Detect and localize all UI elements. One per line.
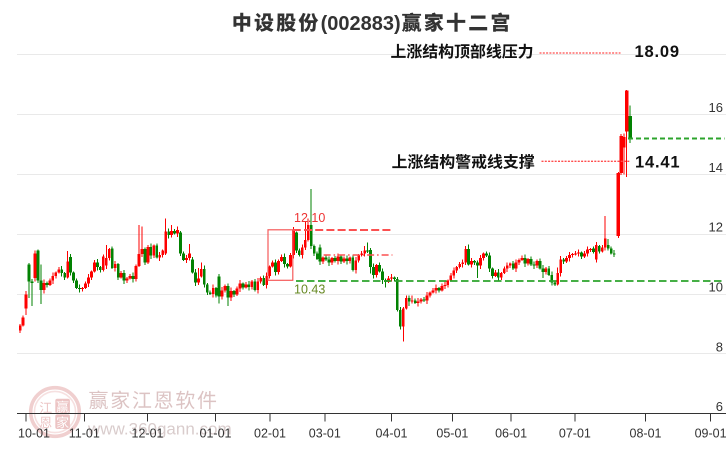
svg-text:12.10: 12.10 xyxy=(294,211,325,225)
svg-text:11-01: 11-01 xyxy=(69,427,100,441)
svg-text:06-01: 06-01 xyxy=(495,427,527,441)
svg-text:08-01: 08-01 xyxy=(630,427,662,441)
svg-text:www.360gann.com: www.360gann.com xyxy=(87,420,232,439)
svg-text:12: 12 xyxy=(709,220,723,235)
svg-text:01-01: 01-01 xyxy=(200,427,232,441)
svg-text:03-01: 03-01 xyxy=(309,427,341,441)
svg-text:14.41: 14.41 xyxy=(635,153,680,171)
svg-text:18.09: 18.09 xyxy=(635,43,680,61)
svg-text:6: 6 xyxy=(716,399,723,414)
svg-text:(002883): (002883) xyxy=(321,13,401,35)
svg-text:05-01: 05-01 xyxy=(436,427,468,441)
svg-text:07-01: 07-01 xyxy=(559,427,591,441)
svg-text:10.43: 10.43 xyxy=(294,283,325,297)
svg-text:02-01: 02-01 xyxy=(254,427,286,441)
svg-text:16: 16 xyxy=(709,100,723,115)
svg-text:12-01: 12-01 xyxy=(132,427,164,441)
svg-text:10: 10 xyxy=(709,280,723,295)
svg-text:8: 8 xyxy=(716,339,723,354)
svg-text:04-01: 04-01 xyxy=(376,427,408,441)
svg-text:09-01: 09-01 xyxy=(695,427,726,441)
svg-text:10-01: 10-01 xyxy=(18,427,50,441)
svg-text:14: 14 xyxy=(709,160,723,175)
